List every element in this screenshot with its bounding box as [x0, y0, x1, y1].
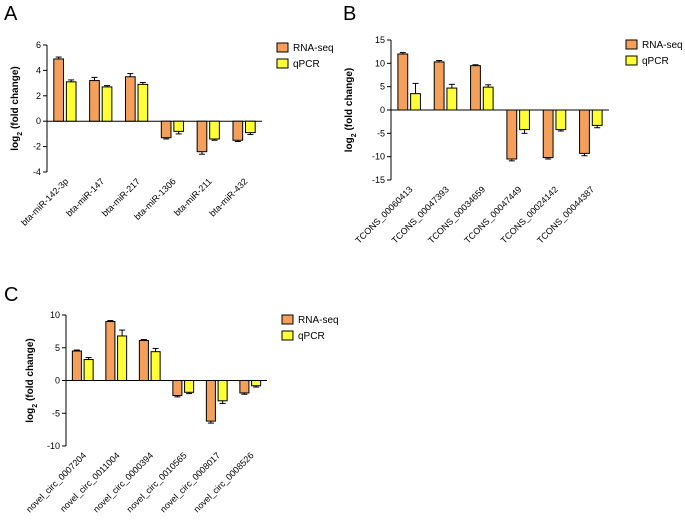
y-tick-label: 6 [36, 40, 41, 50]
rna-seq-bar [542, 109, 554, 159]
rna-seq-bar [71, 350, 82, 381]
qpcr-bar [251, 380, 262, 387]
panel-c: C -10 -5 0 5 10 log2 (fold change) novel_circ_… [4, 284, 339, 514]
rna-seq-bar [397, 53, 409, 111]
x-category-label: novel_circ_0008017 [158, 450, 222, 514]
legend-label-qpcr: qPCR [298, 331, 325, 342]
panel-b-letter: B [343, 3, 356, 25]
rna-seq-bar [172, 380, 183, 397]
rna-seq-bar [105, 321, 116, 381]
legend-swatch-qpcr [625, 55, 638, 66]
rna-seq-bar [160, 120, 172, 139]
y-tick-label: 0 [55, 376, 60, 386]
qpcr-bar [83, 359, 94, 382]
qpcr-bar [482, 86, 494, 111]
qpcr-bar [410, 93, 421, 111]
qpcr-bar [519, 109, 530, 131]
qpcr-bar [245, 120, 256, 134]
legend-label-rna-seq: RNA-seq [298, 315, 339, 326]
qpcr-bar [209, 120, 220, 140]
legend-label-qpcr: qPCR [293, 59, 320, 70]
rna-seq-bar [470, 65, 481, 111]
y-axis-label: log2 (fold change) [10, 66, 24, 150]
y-tick-label: 4 [36, 65, 41, 75]
y-tick-label: -5 [377, 128, 385, 138]
qpcr-bar [446, 87, 458, 111]
y-tick-label: 5 [380, 82, 385, 92]
qpcr-bar [137, 83, 149, 122]
legend-swatch-rna-seq [625, 39, 638, 50]
panel-c-letter: C [4, 284, 18, 306]
y-tick-label: 10 [50, 310, 60, 320]
legend-label-rna-seq: RNA-seq [293, 43, 334, 54]
y-tick-label: -15 [372, 175, 385, 185]
y-tick-label: -10 [372, 152, 385, 162]
x-category-label: novel_circ_0000394 [91, 450, 155, 514]
y-tick-label: 0 [36, 116, 41, 126]
x-category-label: bta-miR-142-3p [19, 176, 70, 227]
rna-seq-bar [53, 58, 64, 122]
y-tick-label: -4 [33, 167, 41, 177]
y-tick-label: -10 [47, 441, 60, 451]
rna-seq-bar [506, 109, 518, 160]
y-tick-label: 15 [375, 35, 385, 45]
y-tick-label: -2 [33, 142, 41, 152]
rna-seq-bar [89, 80, 100, 122]
qpcr-bar [117, 335, 128, 381]
legend-swatch-rna-seq [281, 314, 294, 325]
qpcr-bar [150, 351, 161, 381]
qpcr-bar [101, 86, 113, 122]
legend-swatch-qpcr [276, 58, 289, 69]
y-tick-label: 10 [375, 58, 385, 68]
rna-seq-bar [196, 120, 208, 153]
legend-swatch-rna-seq [276, 42, 289, 53]
x-category-label: novel_circ_0008526 [192, 450, 256, 514]
x-category-label: novel_circ_0011004 [58, 450, 122, 514]
x-category-label: novel_circ_0010565 [125, 450, 189, 514]
qpcr-bar [555, 109, 567, 131]
rna-seq-bar [433, 61, 445, 111]
legend-swatch-qpcr [281, 330, 294, 341]
rna-seq-bar [232, 120, 244, 141]
y-tick-label: 2 [36, 91, 41, 101]
y-axis-label: log2 (fold change) [344, 68, 358, 152]
panel-a: A -4 -2 0 2 4 6 log2 (fold change) bta-miR-142-… [4, 3, 334, 228]
rna-seq-bar [138, 340, 149, 382]
rna-seq-bar [124, 76, 136, 122]
qpcr-bar [173, 120, 185, 132]
qpcr-bar [217, 380, 228, 402]
y-axis-label: log2 (fold change) [25, 338, 39, 422]
x-category-label: bta-miR-432 [207, 176, 249, 218]
rna-seq-bar [239, 380, 250, 394]
qpcr-bar [65, 81, 77, 122]
panel-a-letter: A [4, 3, 18, 25]
y-tick-label: -5 [52, 408, 60, 418]
rna-seq-bar [579, 109, 590, 154]
y-tick-label: 0 [380, 105, 385, 115]
y-tick-label: 5 [55, 343, 60, 353]
qpcr-bar [591, 109, 603, 126]
qpcr-bar [184, 380, 195, 393]
legend-label-qpcr: qPCR [642, 56, 669, 67]
legend-label-rna-seq: RNA-seq [642, 40, 683, 51]
rna-seq-bar [205, 380, 216, 422]
x-category-label: novel_circ_0007204 [24, 450, 88, 514]
